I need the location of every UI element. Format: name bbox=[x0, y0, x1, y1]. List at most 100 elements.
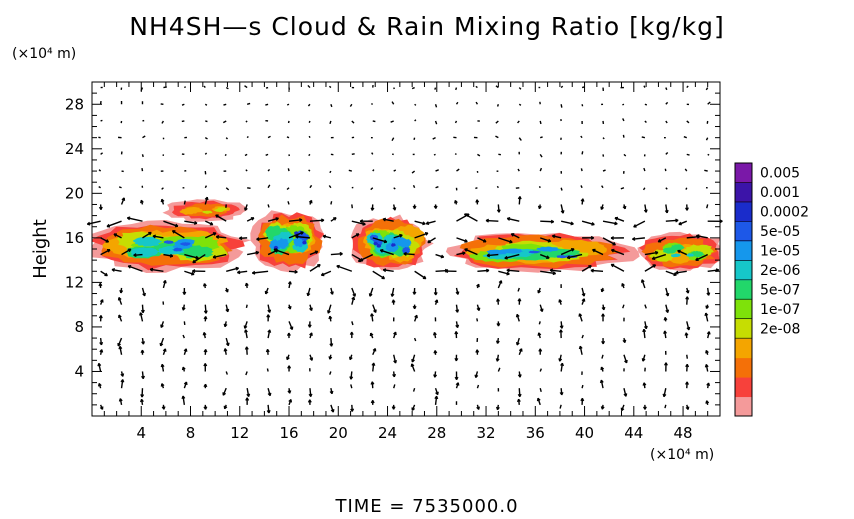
wind-vector bbox=[192, 253, 206, 264]
wind-vector-head bbox=[391, 293, 395, 297]
wind-vector-head bbox=[331, 291, 334, 295]
wind-vector bbox=[351, 321, 354, 326]
wind-vector-head bbox=[706, 306, 710, 309]
wind-vector bbox=[351, 296, 355, 305]
wind-vector-head bbox=[498, 280, 502, 283]
colorbar-label: 0.0002 bbox=[760, 205, 809, 221]
wind-vector bbox=[245, 169, 248, 172]
wind-vector-head bbox=[224, 406, 228, 410]
wind-vector bbox=[273, 248, 290, 256]
wind-vector bbox=[372, 362, 375, 372]
wind-vector bbox=[118, 297, 123, 305]
wind-vector bbox=[414, 103, 417, 106]
wind-vector-head bbox=[395, 360, 397, 364]
wind-vector bbox=[204, 232, 217, 239]
wind-vector bbox=[497, 204, 500, 213]
wind-vector bbox=[163, 220, 179, 227]
wind-vector bbox=[244, 329, 248, 339]
wind-vector bbox=[205, 120, 208, 123]
wind-vector-head bbox=[382, 275, 386, 279]
wind-vector-head bbox=[160, 364, 163, 368]
colorbar-swatch bbox=[735, 182, 752, 203]
wind-vector bbox=[372, 270, 385, 280]
wind-vector bbox=[665, 304, 669, 313]
wind-vector bbox=[695, 253, 708, 261]
wind-vector bbox=[454, 120, 458, 124]
wind-vector-head bbox=[675, 218, 679, 221]
wind-vector-head bbox=[133, 254, 137, 258]
wind-vector-head bbox=[677, 250, 680, 254]
wind-vector bbox=[288, 270, 298, 273]
wind-vector-head bbox=[541, 308, 544, 312]
wind-vector bbox=[678, 220, 688, 226]
wind-vector-head bbox=[462, 251, 466, 254]
cloud-contour bbox=[179, 242, 191, 246]
wind-vector-head bbox=[454, 200, 456, 204]
wind-vector-head bbox=[97, 363, 100, 367]
wind-vector-head bbox=[289, 306, 292, 310]
wind-vector bbox=[380, 249, 394, 256]
wind-vector-head bbox=[498, 209, 501, 213]
wind-vector-head bbox=[456, 309, 460, 313]
wind-vector bbox=[581, 334, 584, 339]
wind-vector bbox=[426, 220, 436, 225]
colorbar: 0.005 0.001 0.0002 5e-05 1e-05 2e-06 5e-07 1e-0… bbox=[734, 162, 809, 417]
wind-vector-head bbox=[163, 406, 166, 410]
wind-vector-head bbox=[515, 314, 518, 318]
wind-vector bbox=[580, 135, 583, 139]
wind-vector-head bbox=[384, 239, 388, 243]
wind-vector-head bbox=[663, 330, 666, 334]
wind-vector bbox=[215, 214, 227, 222]
wind-vector-head bbox=[287, 281, 291, 285]
wind-vector bbox=[391, 101, 395, 105]
wind-vector-head bbox=[567, 257, 571, 260]
wind-vector-head bbox=[399, 233, 403, 236]
wind-vector bbox=[139, 312, 144, 322]
wind-vector-head bbox=[506, 269, 510, 273]
wind-vector-head bbox=[171, 230, 175, 234]
wind-vector-head bbox=[685, 363, 688, 368]
wind-vector-head bbox=[269, 309, 272, 313]
wind-vector bbox=[620, 187, 625, 190]
wind-vector bbox=[498, 237, 513, 244]
wind-vector-head bbox=[601, 313, 604, 317]
wind-vector-head bbox=[663, 394, 667, 398]
wind-vector bbox=[560, 363, 564, 372]
wind-vector bbox=[350, 384, 353, 389]
wind-vector-head bbox=[437, 391, 439, 395]
wind-vector bbox=[622, 304, 625, 309]
wind-vector bbox=[411, 170, 416, 174]
wind-vector-head bbox=[550, 219, 555, 223]
wind-vector bbox=[623, 354, 628, 364]
wind-vector bbox=[581, 265, 592, 272]
wind-vector bbox=[247, 187, 251, 190]
wind-vector bbox=[560, 204, 564, 214]
wind-vector-head bbox=[237, 272, 241, 275]
wind-vector bbox=[665, 101, 669, 105]
wind-vector bbox=[133, 253, 143, 256]
wind-vector bbox=[623, 388, 627, 397]
wind-vector bbox=[371, 152, 374, 155]
wind-vector-head bbox=[126, 217, 130, 221]
x-tick-label: 24 bbox=[378, 424, 397, 442]
wind-vector bbox=[485, 219, 499, 222]
wind-vector-head bbox=[212, 256, 217, 259]
wind-vector-head bbox=[140, 349, 143, 354]
wind-vector-head bbox=[215, 214, 218, 218]
y-tick-label: 8 bbox=[74, 318, 84, 336]
wind-vector-head bbox=[275, 217, 279, 219]
wind-vector bbox=[391, 137, 395, 142]
wind-vector-head bbox=[273, 248, 277, 253]
wind-vector-head bbox=[202, 283, 206, 287]
wind-vector-head bbox=[105, 272, 108, 276]
wind-vector bbox=[686, 85, 689, 89]
wind-vector-head bbox=[590, 269, 594, 273]
x-tick-label: 36 bbox=[526, 424, 545, 442]
wind-vector bbox=[567, 253, 583, 259]
cloud-contour bbox=[670, 244, 685, 251]
wind-vector-head bbox=[558, 299, 561, 303]
cloud-contour bbox=[163, 240, 174, 244]
wind-vector bbox=[433, 153, 436, 156]
wind-vector-head bbox=[537, 290, 542, 294]
wind-vector bbox=[581, 220, 595, 226]
